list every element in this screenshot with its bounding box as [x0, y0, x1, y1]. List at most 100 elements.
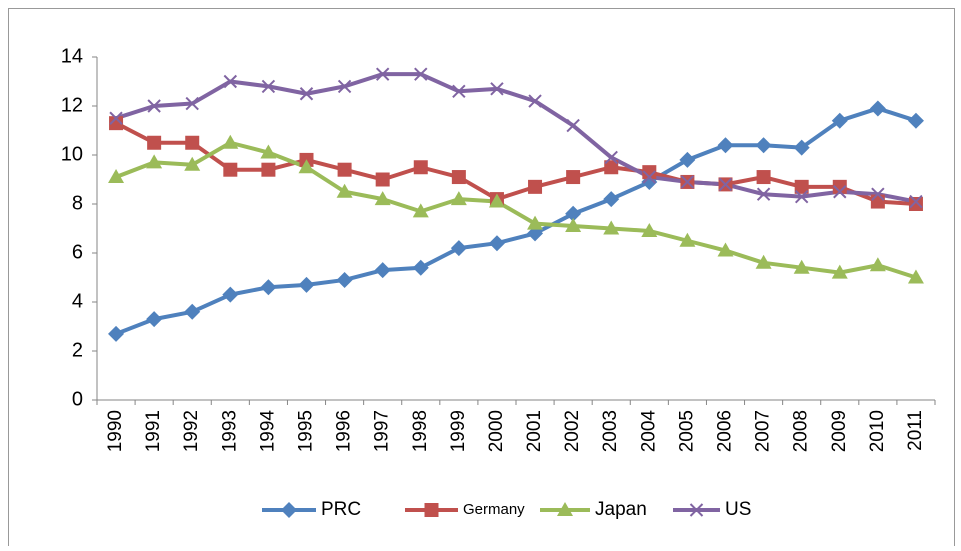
- x-tick-label: 2009: [829, 410, 850, 452]
- marker: [793, 139, 810, 156]
- marker: [336, 271, 353, 288]
- series-line: [115, 106, 917, 336]
- marker: [108, 169, 125, 184]
- marker: [412, 259, 429, 276]
- marker: [281, 502, 297, 518]
- marker: [907, 112, 924, 129]
- marker: [527, 215, 544, 230]
- marker: [146, 311, 163, 328]
- y-tick-label: 8: [72, 192, 83, 214]
- series-line: [115, 121, 917, 206]
- legend-label: US: [725, 499, 751, 520]
- marker: [413, 160, 428, 175]
- x-tick-label: 2003: [600, 410, 621, 452]
- marker: [336, 183, 353, 198]
- x-tick-label: 1990: [105, 410, 126, 452]
- marker: [756, 187, 771, 201]
- x-tick-label: 1992: [181, 410, 202, 452]
- x-tick-label: 1993: [219, 410, 240, 452]
- marker: [831, 112, 848, 129]
- marker: [604, 160, 619, 175]
- marker: [603, 220, 620, 235]
- marker: [679, 151, 696, 168]
- x-tick-label: 1998: [410, 410, 431, 452]
- marker: [909, 194, 923, 209]
- marker: [450, 240, 467, 257]
- y-tick-label: 6: [72, 241, 83, 263]
- marker: [794, 189, 809, 204]
- marker: [299, 87, 314, 101]
- x-tick-label: 2010: [867, 410, 888, 452]
- x-tick-label: 2001: [524, 410, 545, 452]
- marker: [831, 264, 848, 279]
- marker: [833, 185, 847, 199]
- marker: [185, 96, 199, 111]
- marker: [755, 137, 772, 154]
- x-tick-label: 2004: [638, 410, 659, 453]
- marker: [450, 191, 467, 206]
- marker: [452, 84, 466, 99]
- marker: [870, 194, 885, 209]
- marker: [260, 144, 277, 159]
- marker: [185, 135, 200, 150]
- marker: [223, 74, 238, 89]
- x-tick-label: 1997: [372, 410, 393, 452]
- marker: [298, 159, 315, 174]
- x-tick-label: 2011: [905, 410, 926, 451]
- marker: [184, 156, 201, 171]
- marker: [374, 191, 391, 206]
- y-tick-label: 10: [61, 143, 83, 165]
- legend-label: PRC: [321, 499, 361, 520]
- marker: [717, 137, 734, 154]
- marker: [528, 179, 543, 194]
- marker: [642, 170, 657, 184]
- marker: [907, 269, 924, 284]
- marker: [490, 82, 504, 96]
- marker: [565, 205, 582, 222]
- legend-label: Germany: [463, 501, 525, 518]
- marker: [375, 67, 390, 81]
- y-tick-label: 0: [72, 388, 83, 410]
- marker: [146, 154, 163, 169]
- x-tick-label: 2008: [791, 410, 812, 452]
- x-tick-label: 1994: [257, 410, 278, 453]
- marker: [566, 118, 580, 133]
- marker: [337, 79, 352, 94]
- chart-frame: [8, 8, 955, 551]
- marker: [641, 222, 658, 237]
- marker: [424, 503, 439, 517]
- marker: [793, 259, 810, 274]
- marker: [869, 257, 886, 272]
- marker: [871, 187, 885, 201]
- x-tick-label: 2000: [486, 410, 507, 452]
- marker: [222, 134, 239, 149]
- marker: [566, 170, 581, 185]
- marker: [488, 193, 505, 208]
- marker: [680, 175, 695, 189]
- y-tick-label: 4: [72, 290, 83, 312]
- y-tick-label: 14: [61, 45, 83, 67]
- y-tick-label: 12: [61, 94, 83, 116]
- marker: [603, 191, 620, 208]
- marker: [794, 179, 809, 194]
- marker: [679, 232, 696, 247]
- marker: [832, 179, 847, 194]
- marker: [414, 67, 428, 81]
- x-tick-label: 2005: [676, 410, 697, 452]
- x-tick-label: 1999: [448, 410, 469, 452]
- marker: [565, 218, 582, 233]
- marker: [337, 162, 352, 177]
- marker: [147, 99, 161, 113]
- marker: [604, 150, 618, 165]
- x-tick-label: 1996: [334, 410, 355, 452]
- series-line: [115, 72, 917, 204]
- series-line: [115, 140, 917, 280]
- marker: [718, 177, 733, 192]
- legend-label: Japan: [595, 499, 647, 520]
- marker: [488, 235, 505, 252]
- marker: [557, 502, 573, 516]
- y-tick-label: 2: [72, 339, 83, 361]
- marker: [374, 262, 391, 279]
- x-tick-label: 2006: [715, 410, 736, 452]
